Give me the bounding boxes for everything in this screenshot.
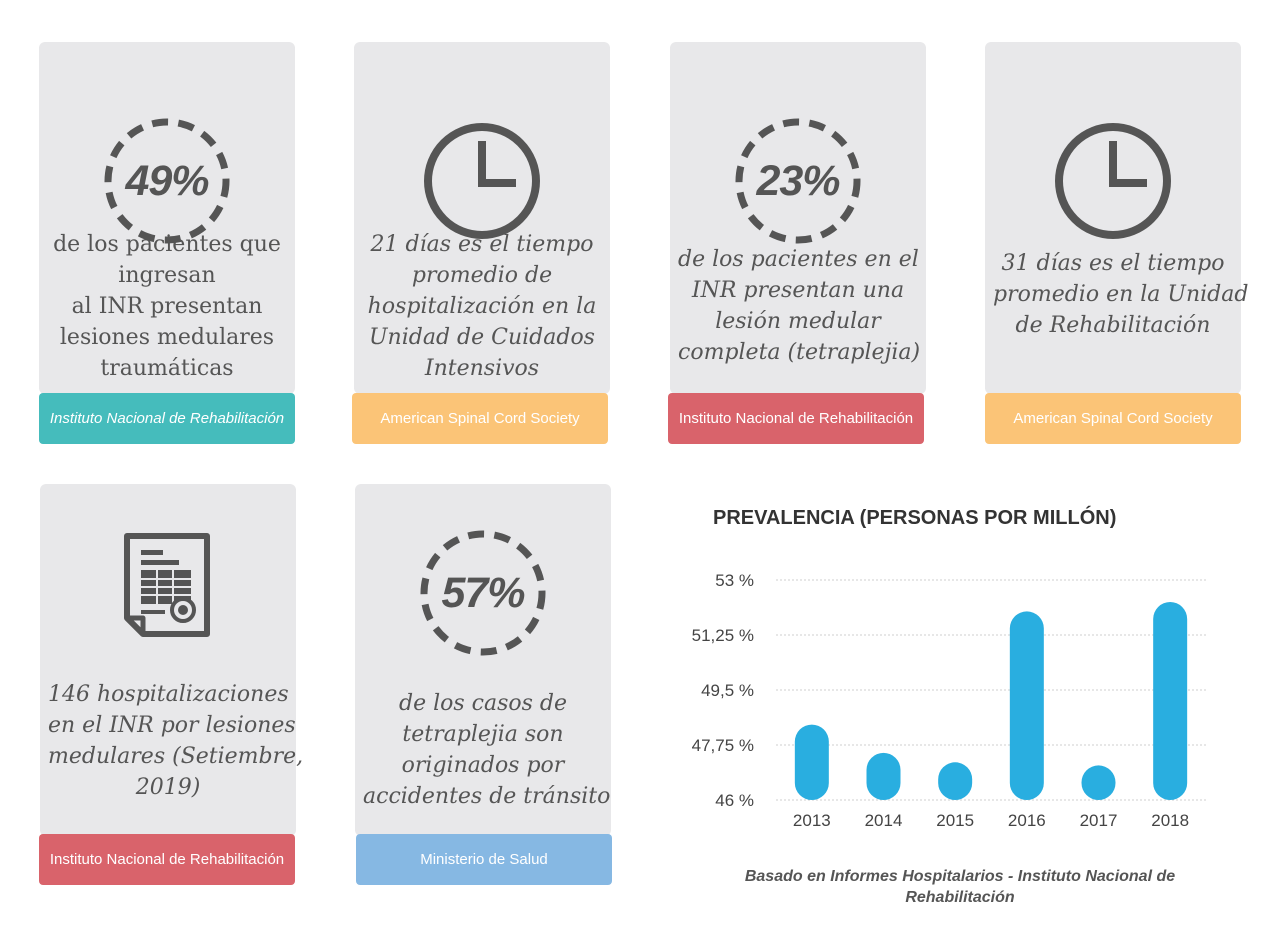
x-tick-label: 2013 (793, 811, 831, 830)
stat-card-2: 21 días es el tiempo promedio de hospita… (354, 42, 610, 394)
percent-value: 57% (441, 568, 525, 617)
percent-ring-icon: 23% (670, 116, 926, 246)
stat-description: de los pacientes que ingresan al INR pre… (53, 232, 281, 381)
chart-title: PREVALENCIA (PERSONAS POR MILLÓN) (713, 507, 1117, 529)
source-label: Instituto Nacional de Rehabilitación (668, 393, 924, 444)
stat-card-5: 146 hospitalizaciones en el INR por lesi… (40, 484, 304, 836)
document-icon (40, 522, 296, 652)
source-label: Instituto Nacional de Rehabilitación (39, 393, 295, 444)
y-tick-label: 47,75 % (692, 736, 754, 755)
stat-card-4: 31 días es el tiempo promedio en la Unid… (985, 42, 1249, 394)
bar-2018 (1153, 602, 1188, 800)
bar-2016 (1009, 611, 1044, 800)
clock-icon (354, 116, 610, 246)
source-label: American Spinal Cord Society (985, 393, 1241, 444)
stat-card-6: 57% de los casos de tetraplejia son orig… (355, 484, 611, 836)
bar-2014 (866, 752, 901, 800)
x-tick-label: 2017 (1080, 811, 1118, 830)
prevalence-chart: PREVALENCIA (PERSONAS POR MILLÓN) 46 % 47… (660, 490, 1250, 920)
source-label: Instituto Nacional de Rehabilitación (39, 834, 295, 885)
stat-card-3: 23% de los pacientes en el INR presentan… (670, 42, 926, 394)
stat-description: de los casos de tetraplejia son originad… (363, 691, 611, 809)
chart-plot: 46 % 47,75 % 49,5 % 51,25 % 53 % 2013 2014 2015… (692, 571, 1206, 830)
stat-card-1: 49% de los pacientes que ingresan al INR… (39, 42, 295, 394)
y-tick-label: 53 % (715, 571, 754, 590)
chart-source-note: Basado en Informes Hospitalarios - Insti… (744, 868, 1176, 906)
source-label: Ministerio de Salud (356, 834, 612, 885)
bar-2013 (794, 724, 829, 800)
percent-value: 49% (125, 156, 209, 205)
y-tick-label: 51,25 % (692, 626, 754, 645)
bar-2015 (938, 762, 973, 800)
percent-ring-icon: 49% (39, 116, 295, 246)
stat-description: de los pacientes en el INR presentan una… (678, 247, 921, 365)
bar-2017 (1081, 765, 1116, 800)
percent-ring-icon: 57% (355, 528, 611, 658)
clock-icon (985, 116, 1241, 246)
x-tick-label: 2014 (865, 811, 903, 830)
source-label: American Spinal Cord Society (352, 393, 608, 444)
stat-description: 146 hospitalizaciones en el INR por lesi… (48, 682, 304, 800)
x-tick-label: 2018 (1151, 811, 1189, 830)
stat-description: 21 días es el tiempo promedio de hospita… (367, 232, 597, 381)
x-tick-label: 2015 (936, 811, 974, 830)
percent-value: 23% (756, 156, 840, 205)
stat-description: 31 días es el tiempo promedio en la Unid… (993, 251, 1249, 338)
x-tick-label: 2016 (1008, 811, 1046, 830)
y-tick-label: 49,5 % (701, 681, 754, 700)
y-tick-label: 46 % (715, 791, 754, 810)
